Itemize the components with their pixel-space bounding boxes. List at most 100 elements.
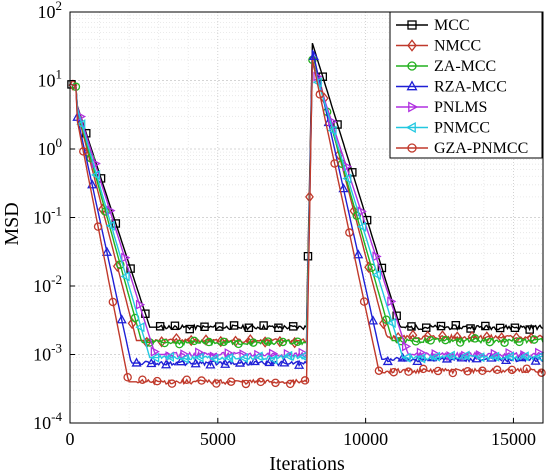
legend-entry: ZA-MCC	[396, 58, 496, 75]
series-point-pnmcc	[105, 220, 115, 231]
legend-label: RZA-MCC	[434, 79, 507, 96]
legend-entry: RZA-MCC	[396, 79, 507, 96]
series-point-pnmcc	[519, 351, 529, 362]
series-point-gza-pnmcc	[182, 375, 192, 384]
y-tick-label: 100	[38, 135, 63, 159]
series-point-za-mcc	[426, 336, 435, 345]
x-tick-label: 0	[66, 429, 75, 449]
series-point-pnmcc	[253, 351, 263, 362]
series-point-pnmcc	[430, 351, 441, 362]
series-point-pnmcc	[445, 350, 455, 361]
series-point-rza-mcc	[220, 358, 231, 368]
series-point-gza-pnmcc	[271, 378, 280, 388]
series-point-gza-pnmcc	[492, 365, 502, 375]
series-point-rza-mcc	[382, 355, 393, 366]
series-point-za-mcc	[470, 334, 480, 343]
legend-entry: GZA-PNMCC	[396, 140, 528, 157]
y-tick-label: 10-3	[33, 341, 62, 365]
series-point-gza-pnmcc	[285, 379, 295, 389]
series-point-nmcc	[275, 335, 285, 348]
legend-label: PNLMS	[434, 99, 487, 116]
series-point-pnmcc	[371, 269, 381, 280]
series-point-pnmcc	[76, 119, 86, 130]
y-tick-label: 101	[38, 67, 63, 91]
axes: 0 5000 10000 15000 10-4 10-3 10-2 10-1 100 101 102	[33, 0, 544, 449]
series-point-rza-mcc	[175, 356, 186, 366]
legend-swatch-marker	[408, 101, 419, 113]
series-point-pnlms	[165, 351, 175, 362]
legend-swatch-marker	[406, 80, 418, 91]
series-point-rza-mcc	[412, 355, 423, 365]
legend-swatch-marker	[407, 39, 417, 52]
series-point-pnmcc	[416, 353, 426, 364]
series-point-gza-pnmcc	[197, 376, 206, 385]
series-point-pnlms	[328, 116, 338, 127]
series-point-mcc	[333, 120, 342, 129]
y-tick-label: 10-4	[33, 409, 62, 433]
series-point-za-mcc	[278, 337, 288, 347]
series-point-nmcc	[216, 335, 226, 348]
series-point-pnlms	[91, 158, 101, 169]
series-point-rza-mcc	[308, 50, 319, 61]
legend-entry: MCC	[396, 17, 470, 34]
legend: MCC NMCC ZA-MCC RZA-MCC PNLMS PNMCC GZA-PNMCC	[389, 11, 543, 159]
legend-swatch-marker	[407, 143, 417, 153]
x-axis-label: Iterations	[269, 453, 345, 474]
series-point-mcc	[407, 322, 416, 331]
series-point-mcc	[481, 321, 490, 331]
series-point-gza-pnmcc	[448, 368, 458, 378]
series-point-gza-pnmcc	[345, 228, 354, 237]
series-point-mcc	[288, 322, 298, 331]
series-point-za-mcc	[204, 337, 214, 347]
series-point-za-mcc	[116, 260, 125, 269]
series-point-za-mcc	[485, 337, 495, 347]
series-point-gza-pnmcc	[241, 379, 251, 389]
legend-label: MCC	[434, 17, 470, 34]
series-point-pnmcc	[150, 352, 160, 363]
series-point-pnmcc	[179, 353, 189, 364]
x-tick-label: 5000	[200, 429, 236, 449]
series-point-gza-pnmcc	[389, 367, 398, 377]
series-point-gza-pnmcc	[123, 372, 132, 382]
series-point-mcc	[274, 323, 283, 333]
series-point-pnlms	[121, 252, 131, 263]
legend-entry: PNLMS	[396, 99, 487, 116]
series-point-pnmcc	[223, 352, 234, 363]
series-point-pnlms	[372, 251, 382, 262]
series-point-za-mcc	[352, 211, 362, 221]
series-point-nmcc	[157, 336, 167, 348]
legend-label: ZA-MCC	[434, 58, 496, 75]
series-point-rza-mcc	[338, 183, 349, 193]
series-point-pnmcc	[475, 352, 485, 363]
legend-label: NMCC	[434, 38, 481, 55]
series-point-pnmcc	[209, 353, 219, 364]
series-point-gza-pnmcc	[359, 297, 369, 306]
series-point-gza-pnmcc	[256, 377, 265, 387]
series-point-gza-pnmcc	[404, 367, 413, 376]
series-point-mcc	[229, 321, 239, 330]
series-point-gza-pnmcc	[138, 375, 147, 384]
series-point-pnlms	[431, 349, 441, 360]
series-point-pnmcc	[283, 350, 293, 361]
series-point-rza-mcc	[264, 356, 275, 367]
series-point-za-mcc	[263, 337, 273, 346]
series-point-za-mcc	[234, 339, 243, 349]
series-point-gza-pnmcc	[330, 159, 339, 168]
series-point-rza-mcc	[131, 357, 142, 367]
series-point-pnlms	[195, 347, 205, 358]
series-point-pnmcc	[268, 354, 278, 365]
series-point-rza-mcc	[353, 249, 364, 259]
series-point-rza-mcc	[294, 359, 305, 369]
legend-entry: NMCC	[396, 38, 481, 55]
series-point-rza-mcc	[367, 315, 379, 325]
legend-swatch-marker	[407, 20, 417, 30]
series-point-mcc	[185, 324, 194, 334]
series-point-pnmcc	[120, 271, 130, 282]
legend-swatch-marker	[405, 122, 416, 133]
series-point-pnlms	[416, 347, 426, 358]
series-point-pnlms	[268, 348, 279, 359]
series-point-pnmcc	[460, 350, 470, 361]
series-gza-pnmcc	[69, 59, 546, 389]
series-point-pnlms	[402, 341, 412, 352]
